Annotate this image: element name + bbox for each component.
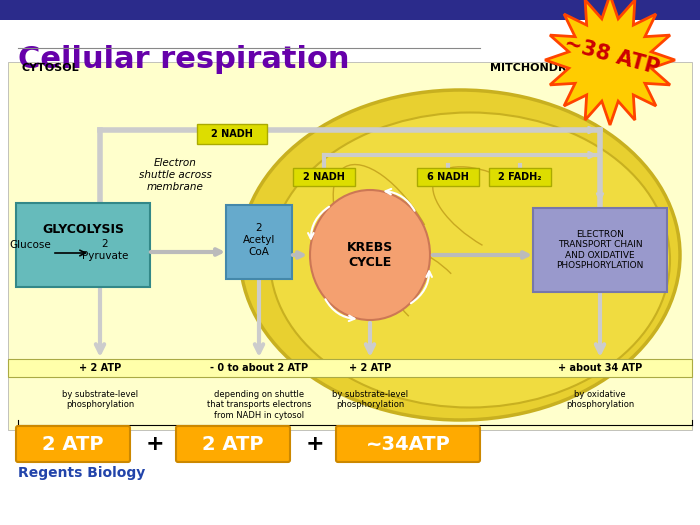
Text: depending on shuttle
that transports electrons
from NADH in cytosol: depending on shuttle that transports ele… [206, 390, 312, 420]
Text: +: + [306, 434, 324, 454]
FancyBboxPatch shape [0, 0, 700, 20]
FancyBboxPatch shape [336, 426, 480, 462]
Polygon shape [545, 0, 675, 125]
FancyBboxPatch shape [226, 205, 292, 279]
Text: MITCHONDRION: MITCHONDRION [490, 63, 589, 73]
FancyBboxPatch shape [533, 208, 667, 292]
Ellipse shape [310, 190, 430, 320]
Text: KREBS
CYCLE: KREBS CYCLE [347, 241, 393, 269]
Text: 2
Acetyl
CoA: 2 Acetyl CoA [243, 224, 275, 257]
Text: 2
Pyruvate: 2 Pyruvate [82, 239, 128, 261]
Text: Electron
shuttle across
membrane: Electron shuttle across membrane [139, 159, 211, 192]
Text: by substrate-level
phosphorylation: by substrate-level phosphorylation [62, 390, 138, 410]
FancyBboxPatch shape [417, 168, 479, 186]
Ellipse shape [270, 112, 670, 407]
Text: 2 ATP: 2 ATP [42, 435, 104, 454]
FancyBboxPatch shape [293, 168, 355, 186]
Text: 2 NADH: 2 NADH [211, 129, 253, 139]
FancyBboxPatch shape [8, 62, 692, 430]
Text: by oxidative
phosphorylation: by oxidative phosphorylation [566, 390, 634, 410]
Text: - 0 to about 2 ATP: - 0 to about 2 ATP [210, 363, 308, 373]
Text: Glucose: Glucose [9, 240, 51, 250]
Text: Cellular respiration: Cellular respiration [18, 45, 349, 74]
Text: ~34ATP: ~34ATP [365, 435, 450, 454]
Text: + 2 ATP: + 2 ATP [349, 363, 391, 373]
Ellipse shape [240, 90, 680, 420]
FancyBboxPatch shape [16, 203, 150, 287]
Text: CYTOSOL: CYTOSOL [22, 63, 80, 73]
Text: 2 ATP: 2 ATP [202, 435, 264, 454]
Text: ~38 ATP: ~38 ATP [562, 34, 662, 78]
FancyBboxPatch shape [489, 168, 551, 186]
Text: + about 34 ATP: + about 34 ATP [558, 363, 642, 373]
Text: Regents Biology: Regents Biology [18, 466, 146, 480]
Text: 6 NADH: 6 NADH [427, 172, 469, 182]
Text: by substrate-level
phosphorylation: by substrate-level phosphorylation [332, 390, 408, 410]
Text: +: + [146, 434, 164, 454]
FancyBboxPatch shape [176, 426, 290, 462]
Text: GLYCOLYSIS: GLYCOLYSIS [42, 223, 124, 236]
Text: + 2 ATP: + 2 ATP [79, 363, 121, 373]
FancyBboxPatch shape [16, 426, 130, 462]
Text: ELECTRON
TRANSPORT CHAIN
AND OXIDATIVE
PHOSPHORYLATION: ELECTRON TRANSPORT CHAIN AND OXIDATIVE P… [556, 230, 644, 270]
FancyBboxPatch shape [8, 359, 692, 377]
Text: 2 NADH: 2 NADH [303, 172, 345, 182]
FancyBboxPatch shape [197, 124, 267, 144]
Text: 2 FADH₂: 2 FADH₂ [498, 172, 542, 182]
